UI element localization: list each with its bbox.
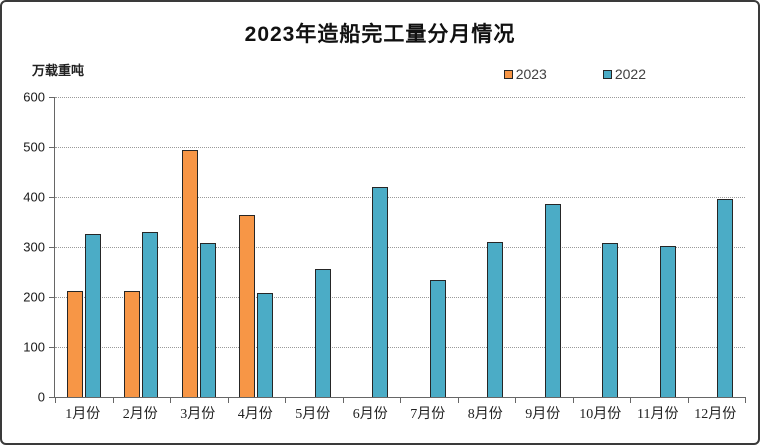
category-4 bbox=[228, 97, 286, 397]
x-label-month-11: 11月份 bbox=[637, 407, 679, 422]
category-6 bbox=[343, 97, 401, 397]
x-tick-3 bbox=[227, 397, 229, 403]
bar-2022-month-8 bbox=[487, 242, 504, 397]
legend: 2023 2022 bbox=[503, 66, 646, 82]
y-tick-label-300: 300 bbox=[23, 239, 45, 255]
y-tick-label-400: 400 bbox=[23, 189, 45, 205]
bar-2023-month-1 bbox=[66, 291, 83, 397]
x-tick-10 bbox=[630, 397, 631, 403]
x-tick-1 bbox=[112, 397, 114, 403]
bar-pair-7 bbox=[412, 97, 446, 397]
plot-area: 0 100 200 300 400 500 600 bbox=[23, 90, 746, 405]
legend-label-2022: 2022 bbox=[614, 66, 646, 82]
y-tick-600 bbox=[49, 97, 55, 98]
x-label-month-6: 6月份 bbox=[352, 407, 388, 422]
x-label-month-9: 9月份 bbox=[525, 407, 561, 422]
y-tick-500 bbox=[49, 147, 55, 148]
x-tick-8 bbox=[515, 397, 516, 403]
bar-2022-month-5 bbox=[314, 269, 331, 397]
bar-pair-12 bbox=[699, 97, 734, 397]
bar-2022-month-12 bbox=[717, 199, 734, 397]
bar-2022-month-1 bbox=[84, 233, 101, 397]
y-tick-label-500: 500 bbox=[23, 139, 45, 155]
x-tick-6 bbox=[400, 397, 401, 403]
bar-series bbox=[55, 97, 745, 397]
x-label-month-7: 7月份 bbox=[410, 407, 446, 422]
x-tick-11 bbox=[687, 397, 689, 403]
category-11 bbox=[630, 97, 688, 397]
bar-2023-month-3 bbox=[181, 150, 198, 397]
x-tick-0 bbox=[55, 397, 56, 403]
category-7 bbox=[400, 97, 458, 397]
y-axis-unit-label: 万载重吨 bbox=[32, 63, 85, 78]
bar-pair-1 bbox=[66, 97, 101, 397]
y-tick-300 bbox=[49, 247, 55, 248]
category-10 bbox=[573, 97, 631, 397]
bar-2022-month-3 bbox=[199, 243, 216, 397]
bar-2022-month-2 bbox=[142, 232, 159, 397]
x-tick-5 bbox=[342, 397, 344, 403]
category-1 bbox=[55, 97, 113, 397]
legend-swatch-2022-icon bbox=[602, 69, 612, 79]
bar-2022-month-10 bbox=[602, 243, 619, 397]
bar-pair-9 bbox=[527, 97, 561, 397]
bar-pair-3 bbox=[181, 97, 216, 397]
category-2 bbox=[113, 97, 171, 397]
gridline-600 bbox=[55, 97, 745, 98]
x-tick-2 bbox=[170, 397, 171, 403]
legend-swatch-2023-icon bbox=[503, 69, 513, 79]
x-tick-9 bbox=[572, 397, 574, 403]
bar-2022-month-7 bbox=[429, 279, 446, 397]
bar-2022-month-9 bbox=[544, 204, 561, 397]
x-axis-labels: 1月份 2月份 3月份 4月份 5月份 6月份 7月份 8月份 9月份 10月份 11月份 12月份 bbox=[54, 403, 744, 423]
bar-pair-2 bbox=[124, 97, 159, 397]
y-tick-label-200: 200 bbox=[23, 289, 45, 305]
x-tick-12 bbox=[745, 397, 746, 403]
x-tick-7 bbox=[457, 397, 459, 403]
x-label-month-2: 2月份 bbox=[122, 407, 158, 422]
legend-item-2022: 2022 bbox=[602, 66, 646, 82]
gridline-200 bbox=[55, 297, 745, 298]
bar-pair-10 bbox=[584, 97, 619, 397]
y-tick-100 bbox=[49, 347, 55, 348]
y-tick-400 bbox=[49, 197, 55, 198]
category-9 bbox=[515, 97, 573, 397]
y-tick-label-100: 100 bbox=[23, 339, 45, 355]
bar-2022-month-4 bbox=[257, 292, 274, 397]
gridline-500 bbox=[55, 147, 745, 148]
y-tick-label-600: 600 bbox=[23, 89, 45, 105]
x-label-month-12: 12月份 bbox=[694, 407, 737, 422]
category-5 bbox=[285, 97, 343, 397]
category-12 bbox=[688, 97, 746, 397]
y-tick-200 bbox=[49, 297, 55, 298]
y-tick-label-0: 0 bbox=[37, 389, 45, 405]
chart-title: 2023年造船完工量分月情况 bbox=[244, 23, 516, 46]
x-label-month-10: 10月份 bbox=[579, 407, 622, 422]
bar-pair-4 bbox=[239, 97, 274, 397]
x-label-month-5: 5月份 bbox=[295, 407, 331, 422]
gridline-100 bbox=[55, 347, 745, 348]
bar-2022-month-6 bbox=[372, 186, 389, 397]
bar-pair-8 bbox=[469, 97, 504, 397]
x-tick-4 bbox=[285, 397, 286, 403]
category-8 bbox=[458, 97, 516, 397]
bar-pair-11 bbox=[642, 97, 676, 397]
x-label-month-4: 4月份 bbox=[237, 407, 273, 422]
x-label-month-3: 3月份 bbox=[180, 407, 216, 422]
bar-pair-6 bbox=[354, 97, 389, 397]
x-label-month-1: 1月份 bbox=[65, 407, 101, 422]
category-3 bbox=[170, 97, 228, 397]
gridline-400 bbox=[55, 197, 745, 198]
y-tick-0 bbox=[49, 397, 55, 398]
legend-item-2023: 2023 bbox=[503, 66, 547, 82]
bar-2023-month-2 bbox=[124, 291, 141, 397]
bar-2022-month-11 bbox=[659, 245, 676, 397]
gridline-300 bbox=[55, 247, 745, 248]
x-label-month-8: 8月份 bbox=[467, 407, 503, 422]
bar-pair-5 bbox=[297, 97, 331, 397]
legend-label-2023: 2023 bbox=[515, 66, 547, 82]
bar-2023-month-4 bbox=[239, 215, 256, 397]
